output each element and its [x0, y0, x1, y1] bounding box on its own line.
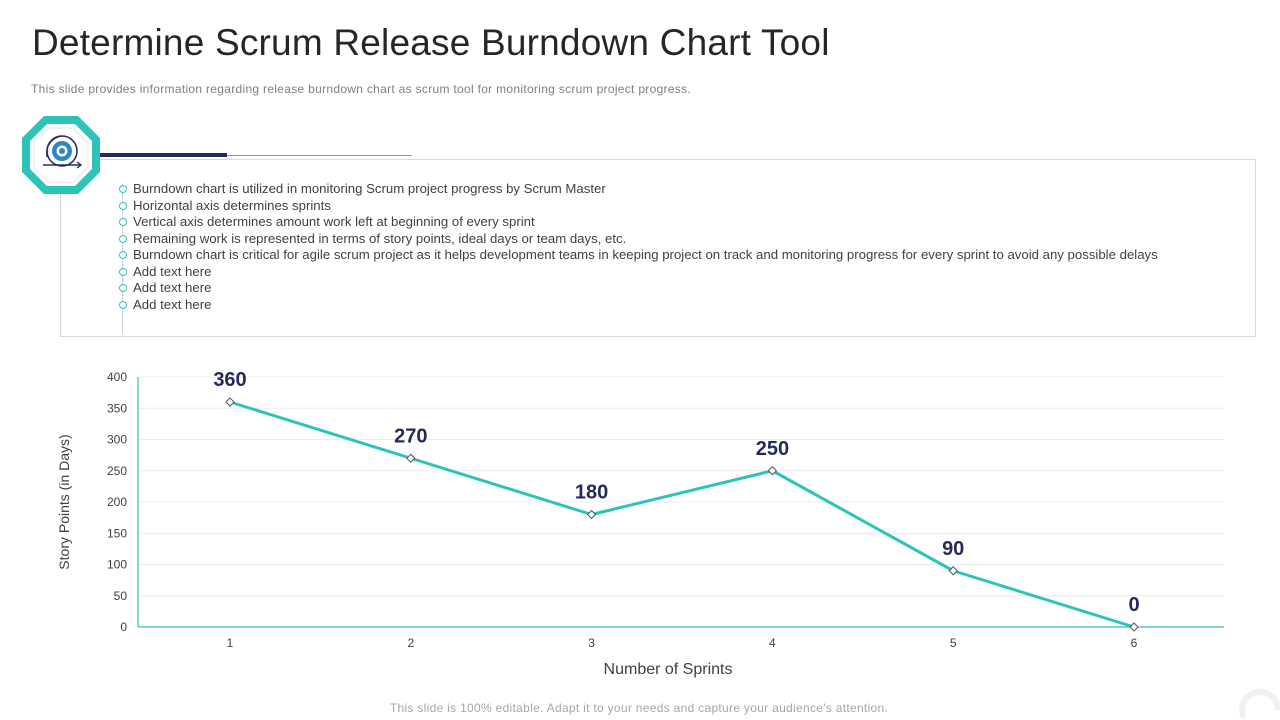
data-label: 250	[756, 438, 789, 460]
data-label: 90	[942, 538, 964, 560]
y-axis-title: Story Points (in Days)	[56, 434, 72, 569]
x-tick-label: 1	[227, 636, 234, 650]
bullet-item: Burndown chart is utilized in monitoring…	[118, 181, 1158, 198]
y-tick-label: 150	[107, 526, 127, 540]
bullet-list: Burndown chart is utilized in monitoring…	[118, 181, 1158, 313]
bullet-dot-icon	[119, 284, 127, 292]
accent-bar-light	[227, 155, 412, 156]
data-label: 360	[213, 369, 246, 391]
info-panel	[60, 159, 1256, 337]
bullet-item: Add text here	[118, 297, 1158, 314]
bullet-dot-icon	[119, 234, 127, 243]
corner-decoration	[1239, 688, 1280, 720]
burndown-line-chart: 0 50 100 150 200 250 300 350 400 1 2 3 4 5 6 360 270 180 2…	[56, 369, 1224, 678]
bullet-item: Add text here	[118, 280, 1158, 297]
bullet-timeline-line	[122, 184, 123, 334]
y-tick-label: 0	[120, 620, 127, 634]
accent-bar-dark	[98, 153, 227, 157]
footer-note: This slide is 100% editable. Adapt it to…	[389, 701, 889, 715]
bullet-dot-icon	[119, 218, 127, 226]
y-tick-label: 300	[107, 433, 127, 447]
x-tick-label: 4	[769, 636, 776, 650]
data-point-marker	[406, 453, 416, 463]
page-subtitle: This slide provides information regardin…	[31, 82, 692, 96]
data-point-marker	[225, 397, 235, 407]
x-axis-title: Number of Sprints	[604, 661, 733, 678]
data-point-marker	[586, 509, 597, 520]
bullet-dot-icon	[119, 267, 127, 276]
y-tick-label: 50	[114, 589, 128, 603]
y-tick-label: 100	[107, 558, 127, 572]
bullet-dot-icon	[119, 201, 127, 210]
bullet-dot-icon	[119, 300, 127, 309]
bullet-dot-icon	[119, 185, 127, 193]
bullet-item: Remaining work is represented in terms o…	[118, 231, 1158, 248]
y-tick-label: 250	[107, 464, 127, 478]
bullet-item: Burndown chart is critical for agile scr…	[118, 247, 1158, 264]
x-tick-label: 3	[588, 636, 595, 650]
x-tick-label: 6	[1131, 636, 1138, 650]
x-tick-label: 2	[407, 636, 414, 650]
data-label: 270	[394, 425, 427, 447]
bullet-item: Horizontal axis determines sprints	[118, 198, 1158, 215]
x-tick-label: 5	[950, 636, 957, 650]
data-point-marker	[948, 566, 958, 576]
data-point-marker	[767, 466, 778, 476]
badge-octagon	[21, 115, 101, 195]
gear-cycle-icon	[43, 135, 83, 169]
page-title: Determine Scrum Release Burndown Chart T…	[32, 22, 830, 63]
data-label: 180	[575, 482, 608, 504]
bullet-dot-icon	[119, 251, 127, 259]
y-tick-label: 200	[107, 495, 127, 509]
series-line	[229, 400, 1135, 629]
y-tick-label: 350	[107, 401, 127, 415]
bullet-item: Vertical axis determines amount work lef…	[118, 214, 1158, 231]
data-point-marker	[1129, 622, 1139, 632]
bullet-item: Add text here	[118, 264, 1158, 281]
y-tick-label: 400	[107, 370, 127, 384]
data-label: 0	[1128, 594, 1139, 616]
